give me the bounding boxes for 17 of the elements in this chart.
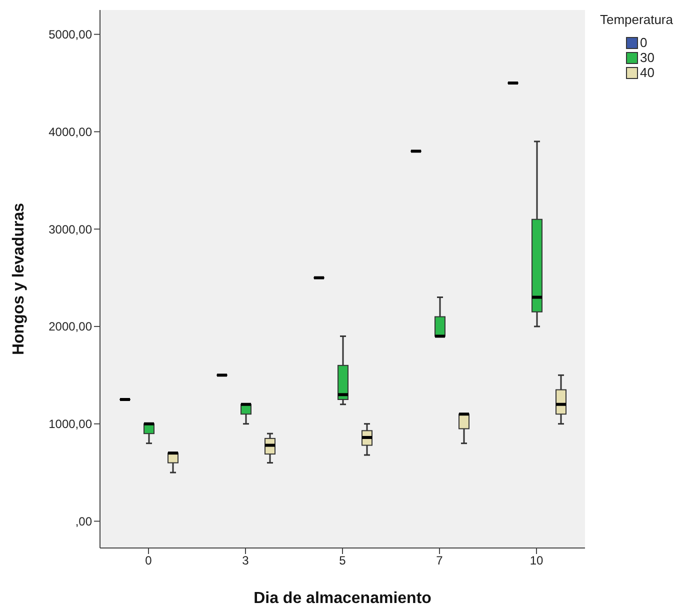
y-tick-label: 5000,00 <box>48 28 92 42</box>
x-tick-label: 7 <box>436 554 444 568</box>
y-tick-label: 3000,00 <box>48 222 92 236</box>
x-tick-label: 0 <box>145 554 152 568</box>
y-tick-label: 1000,00 <box>48 417 92 432</box>
y-tick-label: ,00 <box>75 514 92 528</box>
x-axis-title: Dia de almacenamiento <box>254 590 432 607</box>
legend-label: 0 <box>640 35 648 50</box>
legend-label: 30 <box>640 50 654 65</box>
x-tick-label: 5 <box>339 554 346 568</box>
y-tick-label: 4000,00 <box>48 124 92 139</box>
x-tick-label: 10 <box>530 554 544 568</box>
y-tick-label: 2000,00 <box>48 320 92 334</box>
legend-label: 40 <box>640 65 654 80</box>
x-tick-label: 3 <box>242 554 250 568</box>
y-axis-title: Hongos y levaduras <box>10 202 28 356</box>
legend-title: Temperatura <box>600 12 673 27</box>
